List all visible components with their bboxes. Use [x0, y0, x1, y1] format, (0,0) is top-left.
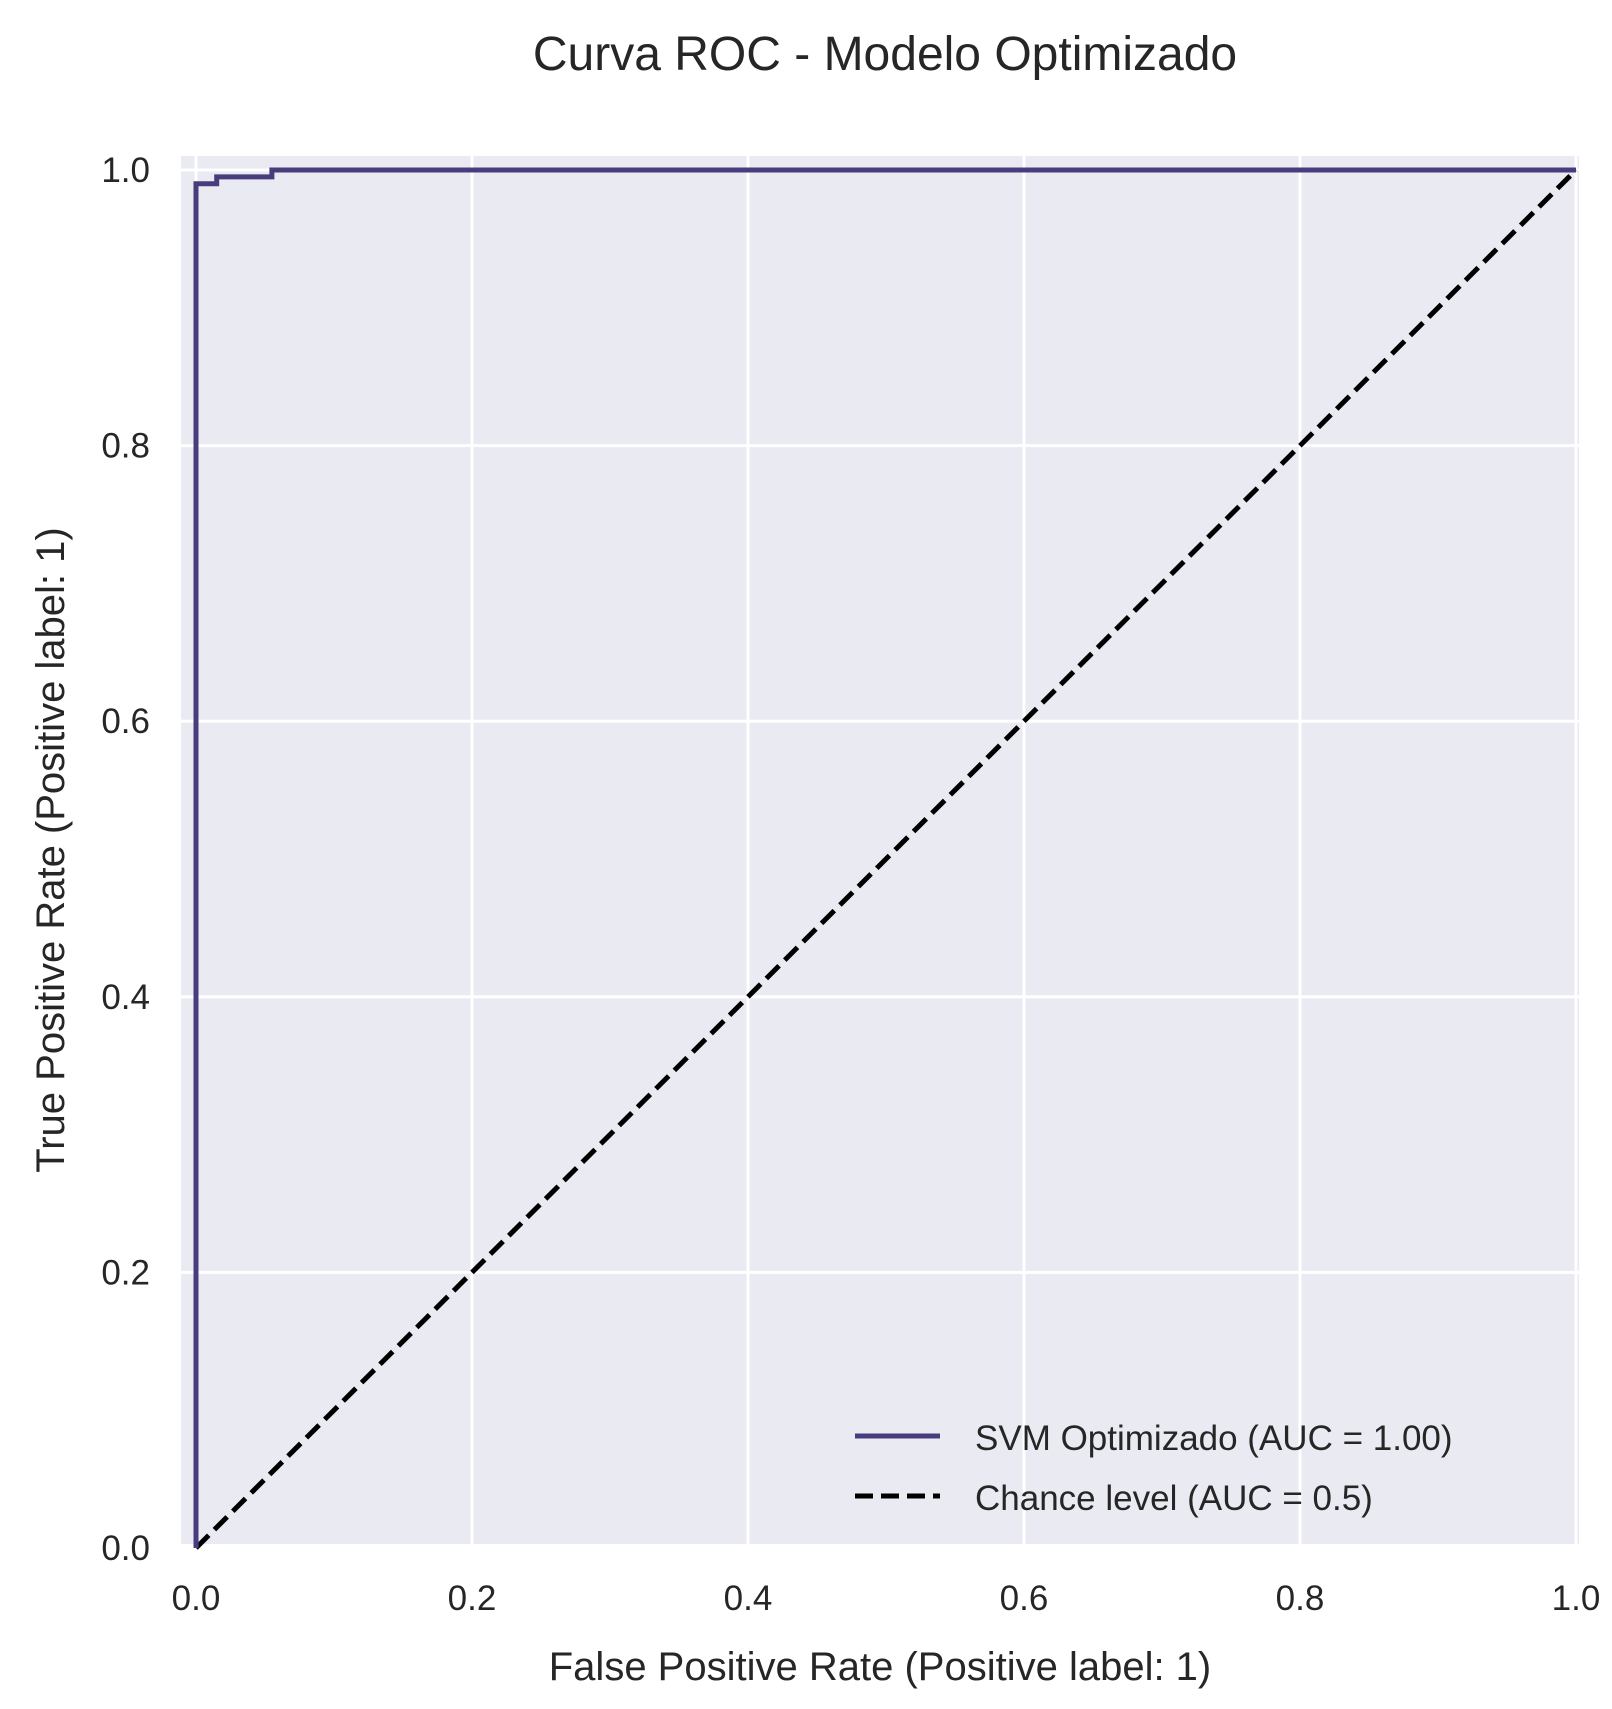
legend-label-chance: Chance level (AUC = 0.5): [975, 1479, 1373, 1518]
x-tick-label: 0.0: [172, 1579, 221, 1618]
y-axis-label: True Positive Rate (Positive label: 1): [29, 527, 73, 1172]
y-tick-label: 0.2: [101, 1253, 150, 1292]
plot-background: [181, 156, 1579, 1544]
series-line-svm: [193, 167, 1576, 1548]
x-tick-label: 1.0: [1552, 1579, 1601, 1618]
x-tick-label: 0.2: [448, 1579, 497, 1618]
y-tick-label: 0.6: [101, 702, 150, 741]
y-tick-label: 0.4: [101, 978, 150, 1017]
tick-labels: 0.0 0.2 0.4 0.6 0.8 1.0 0.0 0.2 0.4 0.6 0.8 1.0: [101, 151, 1600, 1618]
x-tick-label: 0.4: [724, 1579, 773, 1618]
x-tick-label: 0.6: [1000, 1579, 1049, 1618]
x-axis-label: False Positive Rate (Positive label: 1): [549, 1645, 1212, 1689]
chart-title: Curva ROC - Modelo Optimizado: [533, 28, 1237, 81]
y-tick-label: 1.0: [101, 151, 150, 190]
series-layer: [193, 167, 1578, 1550]
legend: SVM Optimizado (AUC = 1.00) Chance level…: [855, 1419, 1453, 1518]
legend-label-svm: SVM Optimizado (AUC = 1.00): [975, 1419, 1453, 1458]
y-tick-label: 0.0: [101, 1529, 150, 1568]
series-line-chance: [194, 168, 1578, 1550]
y-tick-label: 0.8: [101, 427, 150, 466]
x-tick-label: 0.8: [1276, 1579, 1325, 1618]
